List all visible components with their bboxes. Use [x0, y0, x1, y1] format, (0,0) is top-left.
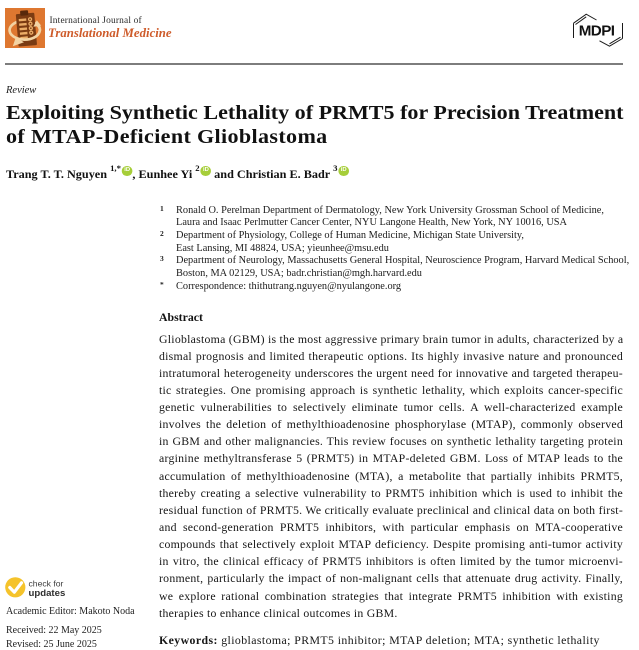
- svg-text:check for: check for: [29, 579, 64, 589]
- svg-text:updates: updates: [29, 588, 66, 599]
- svg-text:MDPI: MDPI: [579, 22, 615, 39]
